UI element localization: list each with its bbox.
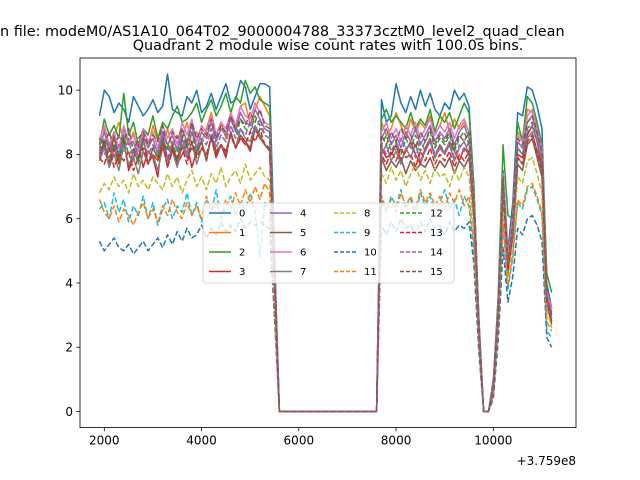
y-tick-label: 10 [58,83,73,97]
y-tick-label: 6 [65,212,73,226]
x-tick-label: 6000 [284,434,315,448]
legend-box [202,202,455,284]
legend-label-14: 14 [430,248,443,259]
y-tick-label: 8 [65,148,73,162]
series-line-8 [98,156,553,413]
plot-frame [79,57,577,429]
y-tick-label: 2 [65,341,73,355]
x-axis-offset-label: +3.759e8 [517,454,576,468]
figure-suptitle: n file: modeM0/AS1A10_064T02_9000004788_… [0,24,565,40]
legend-label-13: 13 [430,228,443,239]
y-tick-label: 0 [65,405,73,419]
plot-series-group [98,73,553,413]
x-tick-label: 4000 [186,434,217,448]
legend-label-5: 5 [300,228,306,239]
legend-label-15: 15 [430,267,443,278]
x-tick-label: 10000 [474,434,512,448]
legend-label-6: 6 [300,248,306,259]
series-line-15 [98,108,553,413]
legend-label-4: 4 [300,209,306,220]
legend-label-2: 2 [239,248,245,259]
chart-title: Quadrant 2 module wise count rates with … [133,38,524,54]
legend-label-0: 0 [239,209,245,220]
y-tick-label: 4 [65,276,73,290]
legend-label-11: 11 [364,267,377,278]
x-axis: 2000 4000 6000 8000 10000 [89,427,512,448]
legend-label-9: 9 [364,228,370,239]
legend-label-3: 3 [239,267,245,278]
legend-label-10: 10 [364,248,377,259]
legend-label-7: 7 [300,267,306,278]
y-axis: 0 2 4 6 8 10 [58,83,80,419]
legend-label-1: 1 [239,228,245,239]
x-tick-label: 8000 [381,434,412,448]
legend-label-12: 12 [430,209,443,220]
legend-label-8: 8 [364,209,370,220]
x-tick-label: 2000 [89,434,120,448]
series-line-11 [98,182,553,413]
